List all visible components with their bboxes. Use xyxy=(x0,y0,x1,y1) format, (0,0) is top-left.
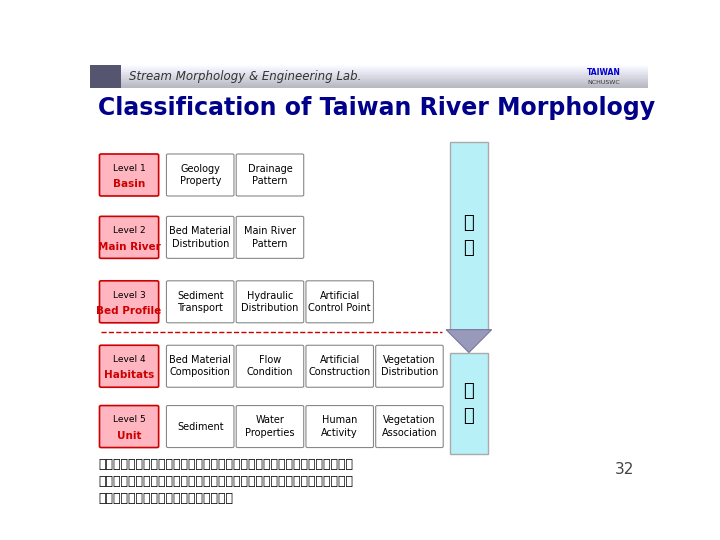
FancyBboxPatch shape xyxy=(236,345,304,387)
FancyBboxPatch shape xyxy=(99,217,158,258)
Bar xyxy=(90,75,648,76)
FancyBboxPatch shape xyxy=(306,345,374,387)
Text: Main River
Pattern: Main River Pattern xyxy=(244,226,296,248)
Text: Artificial
Control Point: Artificial Control Point xyxy=(308,291,371,313)
FancyBboxPatch shape xyxy=(236,217,304,258)
FancyBboxPatch shape xyxy=(99,281,158,323)
FancyBboxPatch shape xyxy=(99,345,158,387)
Text: Stream Morphology & Engineering Lab.: Stream Morphology & Engineering Lab. xyxy=(129,70,361,83)
Polygon shape xyxy=(446,329,492,353)
Bar xyxy=(90,69,648,70)
Text: Artificial
Construction: Artificial Construction xyxy=(309,355,371,377)
FancyBboxPatch shape xyxy=(376,406,444,448)
Text: Sediment: Sediment xyxy=(177,422,223,431)
Bar xyxy=(90,73,648,74)
FancyBboxPatch shape xyxy=(306,406,374,448)
Text: Drainage
Pattern: Drainage Pattern xyxy=(248,164,292,186)
Text: Bed Material
Distribution: Bed Material Distribution xyxy=(169,226,231,248)
Bar xyxy=(90,68,648,69)
Bar xyxy=(90,79,648,80)
Text: Vegetation
Association: Vegetation Association xyxy=(382,415,437,438)
Text: Sediment
Transport: Sediment Transport xyxy=(177,291,223,313)
Bar xyxy=(450,141,488,329)
Bar xyxy=(90,67,648,68)
Text: Human
Activity: Human Activity xyxy=(321,415,358,438)
Text: 河
相: 河 相 xyxy=(464,214,474,257)
Bar xyxy=(90,82,648,83)
Bar xyxy=(90,78,648,79)
Text: Water
Properties: Water Properties xyxy=(246,415,294,438)
Bar xyxy=(90,84,648,85)
Text: Level 5: Level 5 xyxy=(113,415,145,424)
FancyBboxPatch shape xyxy=(166,406,234,448)
Bar xyxy=(90,65,648,66)
Text: 棲
地: 棲 地 xyxy=(464,382,474,424)
Text: TAIWAN: TAIWAN xyxy=(586,68,621,77)
FancyBboxPatch shape xyxy=(99,406,158,448)
Bar xyxy=(90,65,121,87)
Text: Habitats: Habitats xyxy=(104,370,154,380)
Bar xyxy=(90,71,648,72)
FancyBboxPatch shape xyxy=(236,406,304,448)
Text: Hydraulic
Distribution: Hydraulic Distribution xyxy=(241,291,299,313)
Text: Classification of Taiwan River Morphology: Classification of Taiwan River Morpholog… xyxy=(99,96,655,120)
FancyBboxPatch shape xyxy=(236,281,304,323)
FancyBboxPatch shape xyxy=(376,345,444,387)
Bar xyxy=(90,76,648,77)
Text: NCHUSWC: NCHUSWC xyxy=(587,80,620,85)
FancyBboxPatch shape xyxy=(236,154,304,196)
Text: 32: 32 xyxy=(615,462,634,477)
FancyBboxPatch shape xyxy=(99,154,158,196)
Bar xyxy=(90,66,648,67)
Bar xyxy=(90,86,648,87)
Bar xyxy=(90,83,648,84)
Bar xyxy=(90,85,648,86)
Text: Flow
Condition: Flow Condition xyxy=(247,355,293,377)
Bar xyxy=(90,81,648,82)
Text: Vegetation
Distribution: Vegetation Distribution xyxy=(381,355,438,377)
Text: Unit: Unit xyxy=(117,431,141,441)
Bar xyxy=(450,353,488,454)
Bar xyxy=(90,74,648,75)
Text: Main River: Main River xyxy=(98,241,161,252)
Bar xyxy=(90,72,648,73)
FancyBboxPatch shape xyxy=(166,345,234,387)
Text: Bed Material
Composition: Bed Material Composition xyxy=(169,355,231,377)
Bar xyxy=(90,70,648,71)
Bar xyxy=(90,80,648,81)
Text: Basin: Basin xyxy=(113,179,145,189)
Bar xyxy=(90,77,648,78)
Text: 本研究建構各河相之河川特性及其分析模式，並架構棲地物理組成之特性，而
為建立將河相對棲地環境之影響及關連性，則需訂定棲地物理組成之定量評估
指標，以做為河相及棲: 本研究建構各河相之河川特性及其分析模式，並架構棲地物理組成之特性，而 為建立將河… xyxy=(99,458,354,505)
Text: Level 2: Level 2 xyxy=(113,226,145,235)
Text: Level 3: Level 3 xyxy=(113,291,145,300)
FancyBboxPatch shape xyxy=(166,281,234,323)
Text: Geology
Property: Geology Property xyxy=(179,164,221,186)
Text: Level 1: Level 1 xyxy=(113,164,145,173)
FancyBboxPatch shape xyxy=(306,281,374,323)
Text: Level 4: Level 4 xyxy=(113,355,145,364)
FancyBboxPatch shape xyxy=(166,154,234,196)
Text: Bed Profile: Bed Profile xyxy=(96,306,162,316)
FancyBboxPatch shape xyxy=(166,217,234,258)
